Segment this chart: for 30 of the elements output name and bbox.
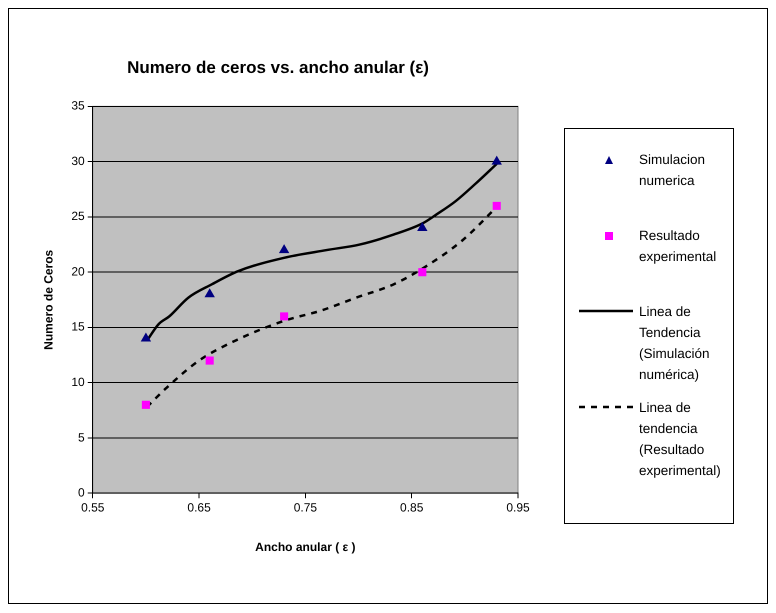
point bbox=[280, 312, 288, 320]
x-tick-label: 0.75 bbox=[294, 500, 318, 515]
point bbox=[418, 268, 426, 276]
chart-title: Numero de ceros vs. ancho anular (ε) bbox=[127, 58, 429, 77]
y-tick-label: 30 bbox=[71, 154, 86, 168]
y-tick-label: 15 bbox=[71, 320, 86, 334]
point bbox=[492, 202, 501, 210]
point bbox=[417, 222, 428, 231]
point bbox=[492, 156, 502, 165]
point bbox=[206, 356, 214, 365]
point bbox=[204, 288, 215, 298]
legend-label: Linea de Tendencia (Simulación numérica) bbox=[639, 303, 711, 384]
point bbox=[142, 400, 150, 409]
x-tick-label: 0.85 bbox=[400, 500, 424, 515]
x-tick-label: 0.65 bbox=[187, 500, 212, 515]
y-tick-label: 5 bbox=[78, 430, 86, 444]
legend-label: Simulacion numerica bbox=[639, 151, 706, 190]
y-axis-title: Numero de Ceros bbox=[42, 249, 56, 350]
point bbox=[279, 244, 289, 254]
y-tick-label: 25 bbox=[71, 209, 86, 224]
y-tick-label: 10 bbox=[71, 375, 86, 389]
x-tick-label: 0.95 bbox=[506, 500, 530, 515]
y-tick-label: 35 bbox=[71, 98, 86, 113]
x-tick-label: 0.55 bbox=[81, 500, 105, 515]
point bbox=[141, 332, 151, 342]
x-axis-title: Ancho anular ( ε ) bbox=[255, 540, 356, 554]
legend-label: Linea de tendencia (Resultado experimental) bbox=[639, 399, 722, 480]
y-tick-label: 20 bbox=[71, 264, 86, 278]
legend-label: Resultado experimental bbox=[639, 227, 718, 266]
y-tick-label: 0 bbox=[78, 486, 86, 500]
